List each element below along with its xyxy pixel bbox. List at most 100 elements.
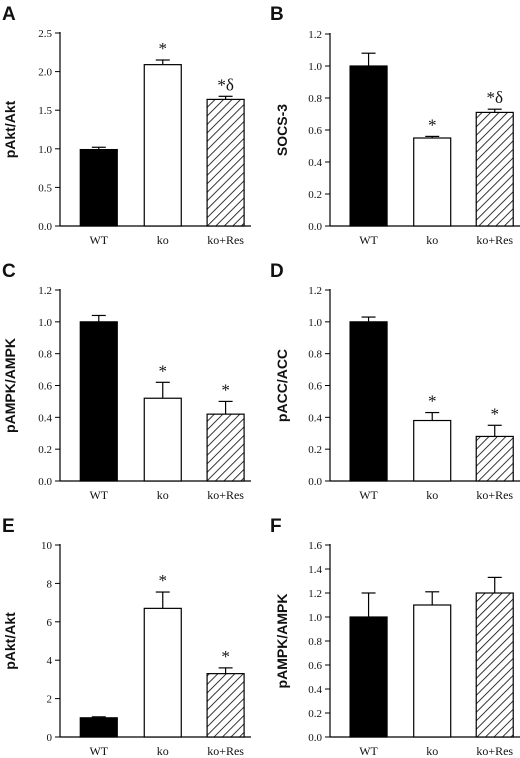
y-tick-label: 0.2 xyxy=(38,444,52,456)
y-tick-label: 0.6 xyxy=(308,660,322,672)
y-tick-label: 0.5 xyxy=(38,182,52,194)
y-tick-label: 0 xyxy=(47,732,53,744)
x-category-label: ko xyxy=(157,744,169,758)
bar-wt xyxy=(79,717,118,738)
x-category-label: WT xyxy=(359,488,378,502)
y-tick-label: 0.0 xyxy=(308,732,322,744)
y-tick-label: 10 xyxy=(41,540,53,552)
panel-letter: A xyxy=(2,4,16,25)
y-tick-label: 1.0 xyxy=(38,317,52,329)
y-tick-label: 1.4 xyxy=(308,564,322,576)
y-tick-label: 0.0 xyxy=(38,476,52,488)
y-tick-label: 1.2 xyxy=(308,285,322,297)
bar-ko-res xyxy=(206,98,245,227)
bar-ko-res xyxy=(475,435,514,482)
significance-marker: * xyxy=(428,115,437,134)
panel-letter: F xyxy=(270,516,282,537)
y-tick-label: 2.0 xyxy=(38,67,52,79)
y-tick-label: 2 xyxy=(47,694,53,706)
x-category-label: ko+Res xyxy=(207,744,244,758)
y-tick-label: 0.6 xyxy=(38,381,52,393)
panel-b: B SOCS-3 0.0 0.2 0.4 0.6 0.8 1.0 1.2 WT * ko *δ ko+Re… xyxy=(270,4,520,247)
y-tick-label: 0.4 xyxy=(308,412,322,424)
significance-marker: * xyxy=(221,380,230,399)
y-tick-label: 0.4 xyxy=(38,412,52,424)
bar-wt xyxy=(349,65,388,227)
panel-letter: E xyxy=(2,516,15,537)
y-tick-label: 8 xyxy=(47,578,53,590)
y-tick-label: 0.8 xyxy=(308,636,322,648)
x-category-label: WT xyxy=(89,744,108,758)
x-category-label: ko+Res xyxy=(207,488,244,502)
bar-wt xyxy=(349,616,388,738)
bar-ko xyxy=(143,64,182,227)
bar-ko-res xyxy=(475,111,514,227)
x-category-label: ko xyxy=(157,488,169,502)
bar-wt xyxy=(349,321,388,482)
significance-marker: * xyxy=(221,647,230,666)
bar-ko-res xyxy=(475,592,514,738)
y-tick-label: 1.2 xyxy=(38,285,52,297)
bar-wt xyxy=(79,148,118,227)
y-axis-label: pAkt/Akt xyxy=(2,612,18,670)
x-category-label: ko xyxy=(426,744,438,758)
x-category-label: ko+Res xyxy=(207,233,244,247)
y-tick-label: 0.0 xyxy=(38,221,52,233)
y-tick-label: 6 xyxy=(47,617,53,629)
y-tick-label: 1.0 xyxy=(308,612,322,624)
x-category-label: ko+Res xyxy=(476,233,513,247)
y-tick-label: 0.6 xyxy=(308,381,322,393)
y-axis-label: SOCS-3 xyxy=(274,104,290,156)
y-tick-label: 0.0 xyxy=(308,221,322,233)
y-tick-label: 0.2 xyxy=(308,708,322,720)
y-tick-label: 1.5 xyxy=(38,105,52,117)
y-tick-label: 0.0 xyxy=(308,476,322,488)
y-tick-label: 1.6 xyxy=(308,540,322,552)
bar-ko xyxy=(413,137,452,227)
y-tick-label: 4 xyxy=(47,655,53,667)
y-tick-label: 0.8 xyxy=(308,349,322,361)
significance-marker: * xyxy=(428,392,437,411)
x-category-label: WT xyxy=(359,233,378,247)
y-tick-label: 0.2 xyxy=(308,189,322,201)
bar-ko xyxy=(413,604,452,738)
y-tick-label: 1.0 xyxy=(38,144,52,156)
y-tick-label: 0.8 xyxy=(38,349,52,361)
significance-marker: *δ xyxy=(486,88,503,107)
x-category-label: ko+Res xyxy=(476,744,513,758)
panel-letter: C xyxy=(2,261,16,282)
significance-marker: * xyxy=(159,571,168,590)
bar-ko xyxy=(413,419,452,482)
panel-letter: B xyxy=(270,4,284,25)
y-tick-label: 0.6 xyxy=(308,125,322,137)
significance-marker: * xyxy=(159,361,168,380)
x-category-label: WT xyxy=(89,233,108,247)
y-tick-label: 0.2 xyxy=(308,444,322,456)
significance-marker: * xyxy=(490,404,499,423)
x-category-label: ko xyxy=(426,233,438,247)
y-axis-label: pACC/ACC xyxy=(274,349,290,422)
bar-ko-res xyxy=(206,413,245,482)
y-axis-label: pAMPK/AMPK xyxy=(2,338,18,433)
y-tick-label: 2.5 xyxy=(38,28,52,40)
y-tick-label: 1.2 xyxy=(308,588,322,600)
x-category-label: WT xyxy=(359,744,378,758)
y-tick-label: 1.0 xyxy=(308,317,322,329)
panel-letter: D xyxy=(270,261,284,282)
significance-marker: * xyxy=(159,39,168,58)
y-axis-label: pAMPK/AMPK xyxy=(274,594,290,689)
x-category-label: WT xyxy=(89,488,108,502)
y-tick-label: 1.0 xyxy=(308,61,322,73)
bar-ko xyxy=(143,607,182,738)
bar-ko-res xyxy=(206,673,245,738)
x-category-label: ko xyxy=(157,233,169,247)
y-tick-label: 0.8 xyxy=(308,93,322,105)
significance-marker: *δ xyxy=(217,75,234,94)
y-tick-label: 1.2 xyxy=(308,29,322,41)
